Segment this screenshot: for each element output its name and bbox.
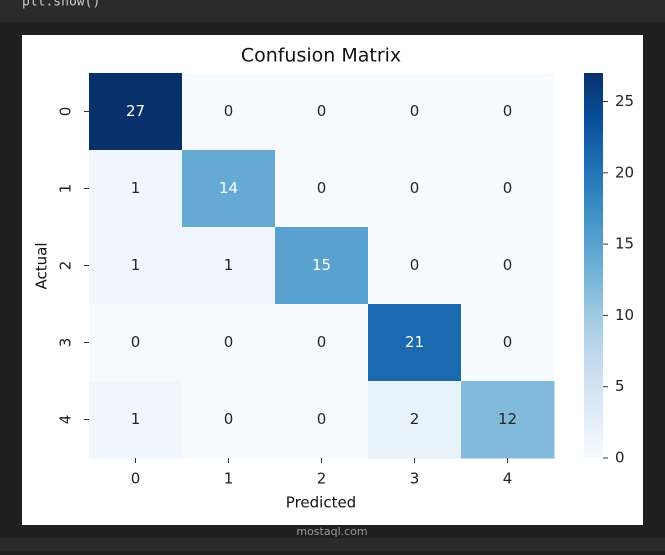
heatmap-cell — [182, 381, 276, 459]
cell-label: 21 — [405, 333, 424, 351]
cell-label: 0 — [503, 179, 513, 197]
x-tick-label: 1 — [224, 470, 234, 488]
heatmap-cell — [461, 73, 555, 151]
heatmap-cell — [461, 150, 555, 228]
cell-label: 14 — [219, 179, 238, 197]
colorbar-tick-label: 25 — [615, 92, 634, 110]
heatmap-cell — [89, 304, 183, 382]
y-tick-label: 4 — [57, 415, 75, 425]
cell-label: 0 — [317, 179, 327, 197]
heatmap-cell — [89, 227, 183, 305]
y-tick-label: 3 — [57, 338, 75, 348]
cell-label: 1 — [131, 179, 141, 197]
cell-label: 0 — [224, 410, 234, 428]
heatmap-cell — [368, 381, 462, 459]
heatmap-cell — [182, 304, 276, 382]
x-tick-label: 0 — [131, 470, 141, 488]
x-axis-label: Predicted — [286, 494, 356, 512]
cell-label: 15 — [312, 256, 331, 274]
heatmap-cell — [461, 304, 555, 382]
cell-label: 27 — [126, 102, 145, 120]
watermark: mostaql.com — [296, 525, 367, 538]
cell-label: 1 — [131, 256, 141, 274]
code-line: plt.show() — [22, 0, 100, 10]
cell-label: 0 — [503, 256, 513, 274]
heatmap-cell — [89, 73, 183, 151]
heatmap-cell — [368, 150, 462, 228]
heatmap-cell — [368, 227, 462, 305]
heatmap-cell — [275, 73, 369, 151]
heatmap-cell — [182, 150, 276, 228]
colorbar-tick-label: 5 — [615, 377, 625, 395]
code-cell — [0, 0, 665, 22]
cell-label: 0 — [131, 333, 141, 351]
cell-label: 1 — [224, 256, 234, 274]
y-tick-label: 1 — [57, 184, 75, 194]
heatmap-cell — [275, 227, 369, 305]
x-tick-label: 4 — [503, 470, 513, 488]
cell-label: 2 — [410, 410, 420, 428]
heatmap-cell — [368, 73, 462, 151]
cell-label: 0 — [410, 256, 420, 274]
heatmap-cell — [89, 150, 183, 228]
colorbar-tick-label: 20 — [615, 163, 634, 181]
heatmap-cell — [461, 381, 555, 459]
cell-label: 12 — [498, 410, 517, 428]
colorbar — [584, 73, 603, 458]
x-tick-label: 2 — [317, 470, 327, 488]
colorbar-tick-label: 0 — [615, 449, 625, 467]
x-tick-label: 3 — [410, 470, 420, 488]
heatmap-cell — [461, 227, 555, 305]
cell-label: 0 — [317, 410, 327, 428]
cell-label: 0 — [410, 179, 420, 197]
heatmap-cell — [182, 227, 276, 305]
colorbar-tick-label: 15 — [615, 235, 634, 253]
cell-label: 0 — [317, 333, 327, 351]
bottom-strip — [0, 538, 665, 551]
heatmap-cell — [275, 150, 369, 228]
heatmap-cell — [368, 304, 462, 382]
cell-label: 0 — [503, 102, 513, 120]
cell-label: 0 — [224, 333, 234, 351]
heatmap-cell — [89, 381, 183, 459]
y-tick-label: 2 — [57, 261, 75, 271]
cell-label: 0 — [317, 102, 327, 120]
y-axis-label: Actual — [33, 243, 51, 290]
y-tick-label: 0 — [57, 107, 75, 117]
heatmap-cell — [182, 73, 276, 151]
colorbar-tick-label: 10 — [615, 306, 634, 324]
cell-label: 1 — [131, 410, 141, 428]
cell-label: 0 — [224, 102, 234, 120]
heatmap-cell — [275, 304, 369, 382]
chart-title: Confusion Matrix — [241, 45, 401, 67]
cell-label: 0 — [410, 102, 420, 120]
cell-label: 0 — [503, 333, 513, 351]
heatmap-cell — [275, 381, 369, 459]
